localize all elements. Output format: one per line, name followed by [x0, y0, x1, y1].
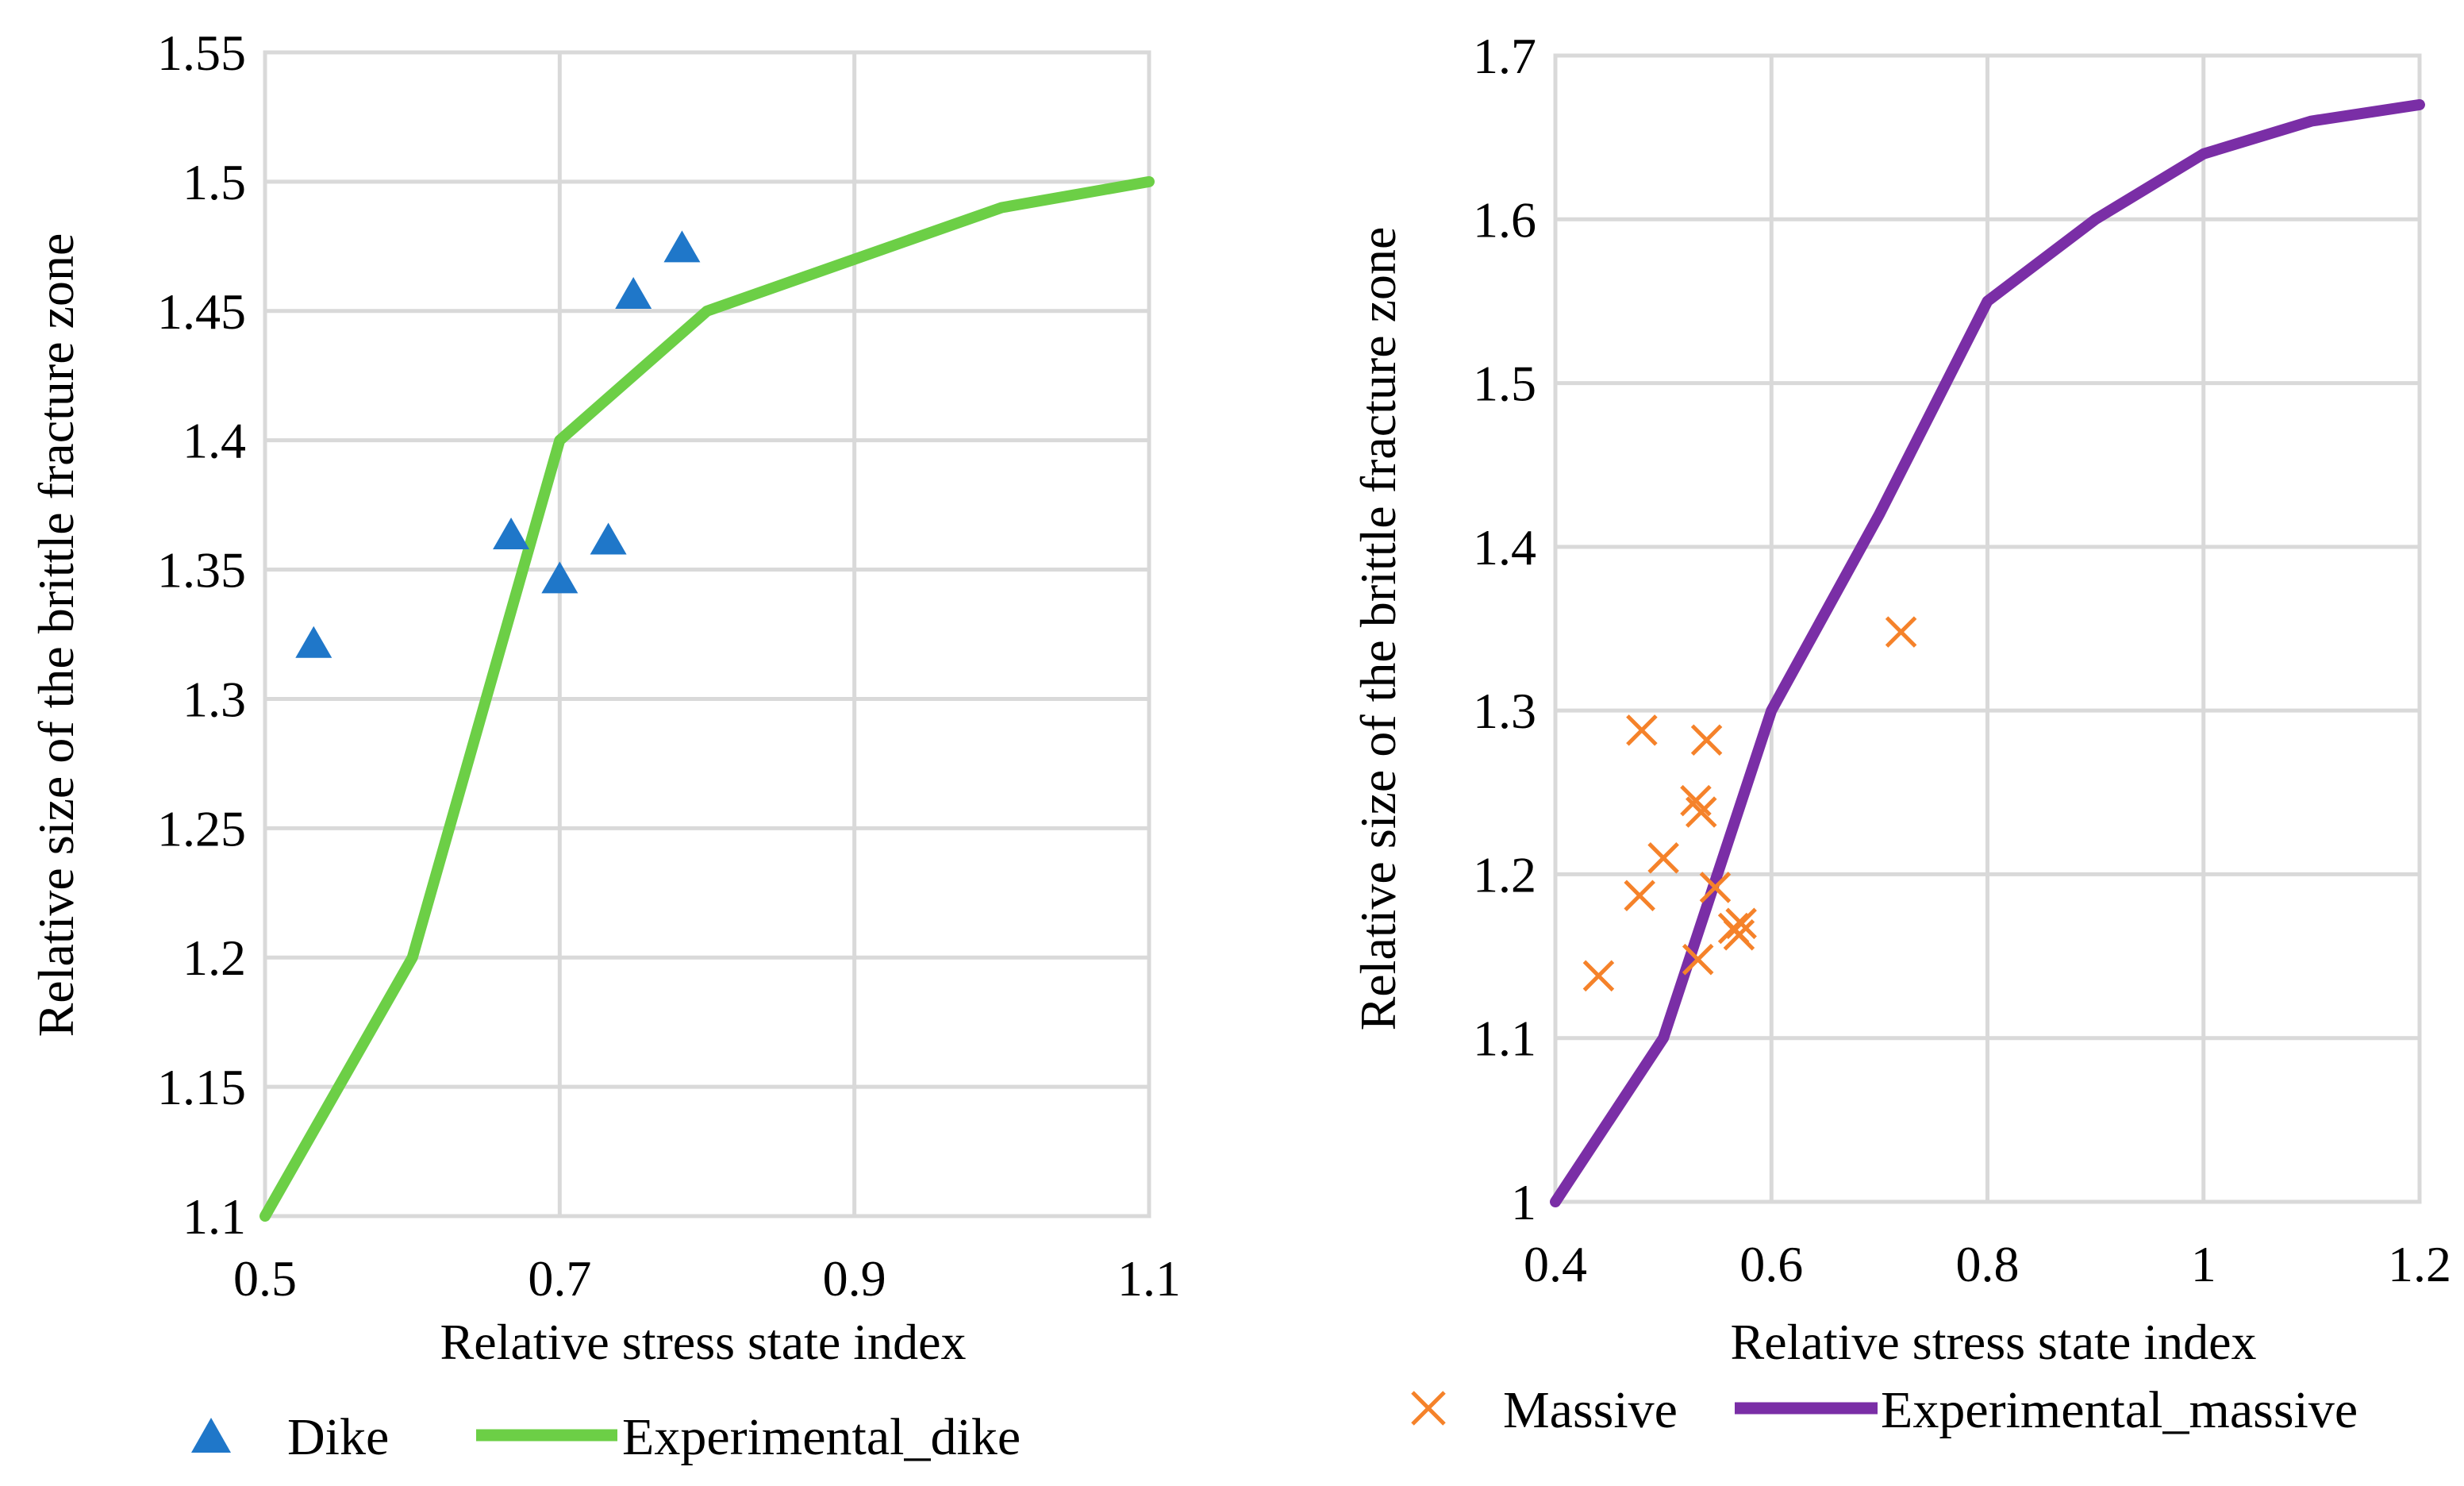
y-tick-label-1-4: 1.4: [183, 413, 246, 469]
legend-experimental-dike-label: Experimental_dike: [622, 1408, 1021, 1466]
point-stroke: [1626, 714, 1658, 746]
plot-frame: [1553, 53, 2422, 1204]
chart-massive: 1 1.1 1.2 1.3 1.4 1.5 1.6 1.7 0.4 0.6 0.8 1 1.2 Rel…: [1350, 28, 2451, 1439]
x-tick-label-0-4: 0.4: [1524, 1236, 1587, 1292]
x-tick-label-1-2: 1.2: [2388, 1236, 2451, 1292]
point-stroke: [1690, 724, 1723, 756]
legend-massive: Massive Experimental_massive: [1411, 1381, 2358, 1439]
y-tick-label-1-45: 1.45: [157, 283, 246, 340]
legend-dike-label: Dike: [287, 1408, 389, 1466]
point-stroke: [1725, 907, 1757, 940]
point-stroke: [1624, 880, 1655, 912]
point-stroke: [1699, 872, 1732, 903]
x-tick-label-0-7: 0.7: [528, 1250, 591, 1307]
x-tick-label-0-6: 0.6: [1739, 1236, 1803, 1292]
y-tick-label-1-1: 1.1: [183, 1188, 246, 1245]
x-tick-label-0-9: 0.9: [823, 1250, 886, 1307]
y-tick-label-1-2: 1.2: [1473, 846, 1536, 903]
point-stroke: [1680, 784, 1712, 817]
y-tick-label-1-5: 1.5: [1473, 356, 1536, 412]
series-massive-markers: [1582, 616, 1917, 992]
y-tick-label-1-6: 1.6: [1473, 191, 1536, 248]
y-axis-title-dike: Relative size of the brittle fracture zo…: [28, 233, 84, 1038]
series-experimental-massive: [1550, 98, 2425, 1207]
y-tick-label-1: 1: [1511, 1174, 1536, 1230]
y-tick-label-1-7: 1.7: [1473, 28, 1536, 84]
series-experimental-dike: [259, 175, 1155, 1222]
y-tick-label-1-3: 1.3: [183, 671, 246, 727]
point-dike-1: [493, 517, 530, 549]
x-tick-labels-massive: 0.4 0.6 0.8 1 1.2: [1524, 1236, 2451, 1292]
x-axis-title-dike: Relative stress state index: [440, 1314, 967, 1370]
point-massive-11: [1725, 907, 1757, 940]
x-tick-label-1-1: 1.1: [1117, 1250, 1181, 1307]
legend-dike: Dike Experimental_dike: [191, 1408, 1021, 1466]
y-tick-label-1-55: 1.55: [157, 25, 246, 81]
y-tick-label-1-3: 1.3: [1473, 683, 1536, 739]
point-massive-8: [1699, 872, 1732, 903]
x-axis-title-massive: Relative stress state index: [1731, 1314, 2257, 1370]
point-massive-2: [1626, 714, 1658, 746]
y-tick-label-1-2: 1.2: [183, 930, 246, 986]
point-stroke: [1647, 842, 1679, 874]
y-tick-labels-dike: 1.1 1.15 1.2 1.25 1.3 1.35 1.4 1.45 1.5 1.55: [157, 25, 246, 1245]
point-stroke: [1885, 616, 1917, 648]
point-massive-7: [1690, 724, 1723, 756]
plot-frame: [263, 50, 1151, 1218]
y-axis-title-massive: Relative size of the brittle fracture zo…: [1350, 227, 1406, 1031]
point-stroke: [1723, 918, 1755, 951]
y-tick-label-1-25: 1.25: [157, 800, 246, 857]
point-massive-3: [1647, 842, 1679, 874]
point-dike-4: [615, 276, 652, 309]
point-stroke: [1686, 796, 1717, 828]
x-tick-label-0-5: 0.5: [233, 1250, 297, 1307]
point-massive-4: [1680, 784, 1712, 817]
series-dike-markers: [295, 230, 701, 658]
x-tick-labels-dike: 0.5 0.7 0.9 1.1: [233, 1250, 1181, 1307]
y-tick-label-1-4: 1.4: [1473, 519, 1536, 576]
point-dike-0: [295, 626, 333, 658]
point-dike-2: [541, 561, 579, 594]
legend-massive-marker: [1411, 1391, 1446, 1426]
legend-massive-label: Massive: [1503, 1381, 1678, 1439]
legend-x-stroke: [1411, 1391, 1446, 1426]
legend-dike-marker: [191, 1418, 231, 1453]
point-massive-1: [1624, 880, 1655, 912]
x-tick-label-1: 1: [2191, 1236, 2216, 1292]
point-massive-0: [1582, 960, 1615, 992]
legend-experimental-massive-label: Experimental_massive: [1881, 1381, 2358, 1439]
point-massive-6: [1686, 796, 1717, 828]
point-stroke: [1682, 943, 1714, 976]
y-tick-labels-massive: 1 1.1 1.2 1.3 1.4 1.5 1.6 1.7: [1473, 28, 1536, 1230]
point-massive-5: [1682, 943, 1714, 976]
line-experimental-massive: [1550, 98, 2425, 1207]
point-dike-5: [663, 230, 701, 263]
plot-border-dike: [263, 50, 1151, 1218]
line-experimental-dike: [259, 175, 1155, 1222]
grid-massive: [1553, 53, 2422, 1204]
y-tick-label-1-5: 1.5: [183, 154, 246, 210]
chart-dike: 1.11.151.21.251.31.351.41.451.51.55 0.5 0…: [28, 25, 1181, 1466]
point-massive-10: [1723, 918, 1755, 951]
point-stroke: [1582, 960, 1615, 992]
plot-border-massive: [1553, 53, 2422, 1204]
y-tick-label-1-1: 1.1: [1473, 1011, 1536, 1067]
y-tick-label-1-15: 1.15: [157, 1059, 246, 1115]
point-massive-12: [1885, 616, 1917, 648]
point-dike-3: [590, 522, 627, 555]
x-tick-label-0-8: 0.8: [1956, 1236, 2020, 1292]
y-tick-label-1-35: 1.35: [157, 542, 246, 599]
grid-dike: [263, 50, 1151, 1218]
